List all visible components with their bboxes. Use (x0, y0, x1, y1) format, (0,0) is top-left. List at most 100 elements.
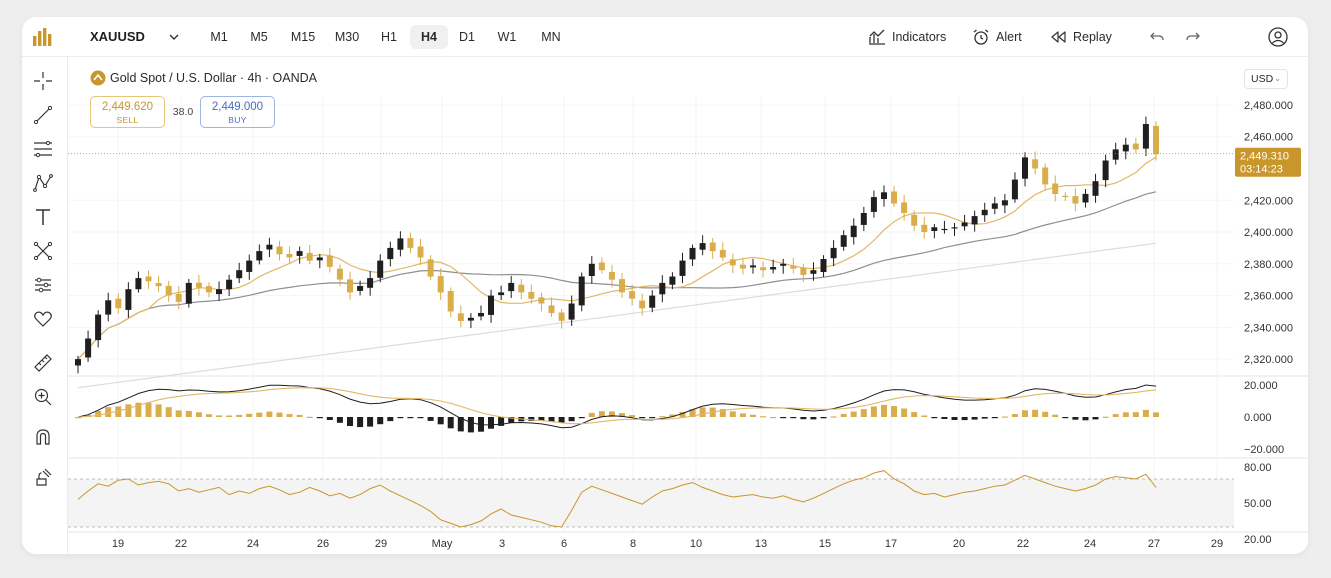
price-tick-label: 2,340.000 (1244, 322, 1293, 334)
currency-select[interactable]: USD ⌄ (1244, 69, 1288, 89)
timeframe-d1[interactable]: D1 (459, 30, 475, 44)
rsi-tick-label: 50.00 (1244, 498, 1272, 510)
macd-histogram-bar (336, 417, 343, 423)
lock-drawing-icon[interactable] (33, 467, 53, 487)
candle-body (216, 289, 222, 295)
fib-tool-icon[interactable] (33, 139, 53, 159)
app-logo-icon[interactable] (32, 27, 54, 47)
macd-histogram-bar (941, 417, 948, 419)
candle-body (508, 282, 515, 292)
current-price-tag (1235, 147, 1301, 177)
macd-histogram-bar (921, 415, 928, 417)
candle-body (377, 260, 384, 278)
macd-histogram-bar (538, 417, 545, 421)
macd-histogram-bar (1132, 412, 1139, 417)
candle-body (1082, 193, 1089, 203)
macd-histogram-bar (437, 417, 444, 425)
macd-histogram-bar (286, 414, 293, 417)
price-chart[interactable]: 19 22 24 26 29 May 3 6 8 10 13 15 17 20 22 24 27 29 2,480.… (68, 57, 1308, 554)
candle-body (397, 238, 404, 250)
candle-body (155, 283, 162, 287)
user-avatar-icon[interactable] (1268, 27, 1288, 47)
symbol-legend-title: Gold Spot / U.S. Dollar · 4h · OANDA (110, 71, 318, 85)
candle-body (629, 291, 636, 299)
macd-histogram-bar (588, 412, 595, 417)
macd-histogram-bar (598, 411, 605, 417)
macd-tick-label: 20.000 (1244, 380, 1278, 392)
macd-histogram-bar (639, 417, 646, 419)
macd-histogram-bar (357, 417, 364, 428)
timeframe-m30[interactable]: M30 (334, 30, 360, 44)
candle-body (266, 244, 273, 250)
candle-body (971, 216, 978, 225)
time-tick-label: 8 (630, 538, 636, 550)
settings-sliders-icon[interactable] (33, 275, 53, 295)
macd-signal-line (77, 387, 1157, 425)
timeframe-mn[interactable]: MN (541, 30, 561, 44)
macd-histogram-bar (145, 402, 152, 417)
candle-body (1042, 167, 1049, 185)
trend-line-icon[interactable] (33, 105, 53, 125)
macd-histogram-bar (367, 417, 374, 427)
candle-body (407, 238, 414, 248)
macd-histogram-bar (981, 417, 988, 419)
candle-body (236, 270, 243, 279)
macd-histogram-bar (830, 416, 837, 418)
candle-body (427, 259, 434, 277)
time-tick-label: 22 (1017, 538, 1029, 550)
macd-histogram-bar (1011, 414, 1018, 417)
macd-histogram-bar (185, 410, 192, 417)
timeframe-m15[interactable]: M15 (290, 30, 316, 44)
favorite-icon[interactable] (33, 309, 53, 329)
macd-histogram-bar (699, 407, 706, 417)
pattern-icon[interactable] (33, 173, 53, 193)
macd-histogram-bar (931, 417, 938, 419)
prediction-icon[interactable] (33, 241, 53, 261)
redo-icon[interactable] (1185, 29, 1201, 45)
ruler-icon[interactable] (33, 353, 53, 373)
ma-slow-line (77, 242, 1157, 389)
candle-body (689, 247, 696, 260)
time-tick-label: 27 (1148, 538, 1160, 550)
macd-histogram-bar (165, 407, 172, 417)
candle-body (447, 291, 454, 312)
macd-histogram-bar (901, 408, 908, 417)
undo-icon[interactable] (1149, 29, 1165, 45)
magnet-icon[interactable] (33, 427, 53, 447)
macd-histogram-bar (266, 411, 273, 417)
text-icon[interactable] (33, 207, 53, 227)
time-tick-label: 10 (690, 538, 702, 550)
candle-body (205, 286, 212, 293)
macd-histogram-bar (810, 417, 817, 420)
candle-body (145, 276, 152, 282)
crosshair-icon[interactable] (33, 71, 53, 91)
zoom-in-icon[interactable] (33, 387, 53, 407)
timeframe-m5[interactable]: M5 (250, 30, 268, 44)
chart-area[interactable]: 19 22 24 26 29 May 3 6 8 10 13 15 17 20 22 24 27 29 2,480.… (68, 57, 1308, 554)
candle-body (568, 303, 575, 320)
symbol-selector[interactable]: XAUUSD (90, 29, 145, 44)
macd-histogram-bar (105, 407, 112, 417)
replay-icon (1051, 31, 1066, 43)
candle-body (488, 295, 494, 315)
macd-histogram-bar (850, 411, 857, 417)
macd-histogram-bar (659, 416, 666, 418)
timeframe-m1[interactable]: M1 (210, 30, 228, 44)
candle-body (608, 272, 615, 280)
replay-button[interactable]: Replay (1049, 17, 1119, 57)
macd-histogram-bar (719, 409, 726, 417)
indicators-label: Indicators (892, 30, 947, 44)
timeframe-w1[interactable]: W1 (497, 30, 517, 44)
price-tick-label: 2,460.000 (1244, 132, 1293, 144)
alert-button[interactable]: Alert (972, 17, 1032, 57)
timeframe-h1[interactable]: H1 (381, 30, 397, 44)
candle-body (326, 255, 333, 267)
buy-button[interactable]: 2,449.000 BUY (200, 96, 275, 128)
macd-histogram-bar (205, 414, 212, 417)
macd-histogram-bar (528, 417, 535, 421)
timeframe-h4[interactable]: H4 (410, 25, 448, 49)
candle-body (931, 227, 938, 231)
chevron-down-icon[interactable] (168, 31, 180, 43)
sell-button[interactable]: 2,449.620 SELL (90, 96, 165, 128)
indicators-button[interactable]: Indicators (868, 17, 958, 57)
